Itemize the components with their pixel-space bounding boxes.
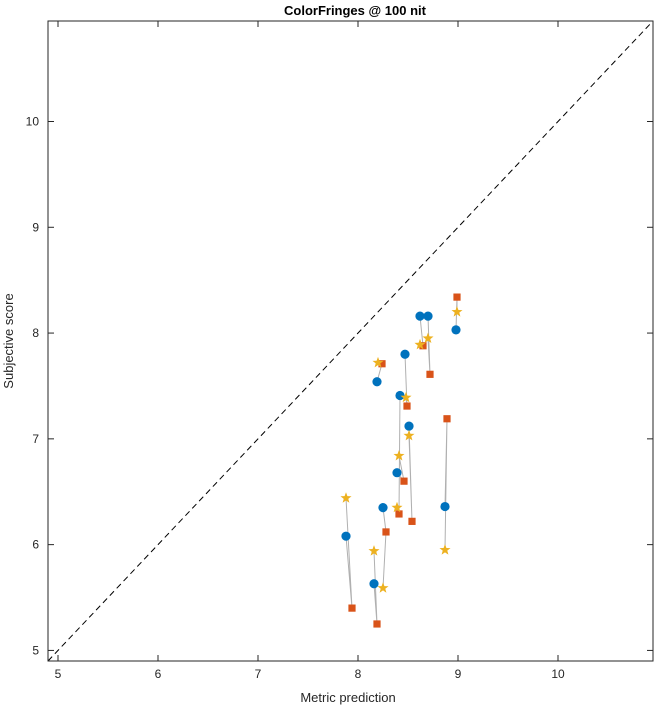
circle-marker <box>369 579 379 589</box>
circle-marker <box>423 311 433 321</box>
square-marker <box>400 477 408 485</box>
circle-marker <box>392 468 402 478</box>
square-marker <box>408 517 416 525</box>
star-marker <box>439 544 451 555</box>
star-marker <box>377 582 389 593</box>
x-tick-label: 10 <box>551 667 565 681</box>
circle-marker <box>404 421 414 431</box>
square-marker <box>395 510 403 518</box>
star-marker <box>414 338 426 350</box>
square-marker <box>382 528 390 536</box>
x-tick-label: 9 <box>455 667 462 681</box>
circle-marker <box>451 325 461 335</box>
x-axis-label: Metric prediction <box>300 690 395 705</box>
star-marker <box>451 306 463 317</box>
square-marker <box>426 370 434 378</box>
y-tick-label: 6 <box>32 538 39 552</box>
square-marker <box>453 293 461 301</box>
y-tick-label: 10 <box>26 114 40 128</box>
star-marker <box>368 545 380 556</box>
star-marker <box>391 501 403 513</box>
y-tick-label: 9 <box>32 220 39 234</box>
plot-area <box>47 20 654 662</box>
y-axis-label: Subjective score <box>1 293 16 388</box>
circle-marker <box>378 503 388 513</box>
x-tick-label: 5 <box>55 667 62 681</box>
chart-title: ColorFringes @ 100 nit <box>284 3 427 18</box>
circle-marker <box>400 349 410 359</box>
star-marker <box>403 429 415 441</box>
square-marker <box>378 360 386 368</box>
x-tick-label: 8 <box>355 667 362 681</box>
square-marker <box>443 415 451 423</box>
data-markers <box>340 293 463 628</box>
x-tick-label: 7 <box>255 667 262 681</box>
square-marker <box>403 402 411 410</box>
star-marker <box>393 449 405 461</box>
square-marker <box>373 620 381 628</box>
y-tick-label: 7 <box>32 432 39 446</box>
square-marker <box>348 604 356 612</box>
star-marker <box>372 356 384 368</box>
star-marker <box>340 492 352 503</box>
star-marker <box>400 391 412 403</box>
square-marker <box>419 342 427 350</box>
circle-marker <box>372 377 382 387</box>
circle-marker <box>341 531 351 541</box>
diagonal-reference-line <box>47 20 654 662</box>
plot-frame <box>47 20 654 662</box>
circle-marker <box>395 390 405 401</box>
circle-marker <box>415 311 425 321</box>
star-marker <box>422 332 434 344</box>
circle-marker <box>440 501 450 512</box>
y-tick-label: 8 <box>32 326 39 340</box>
x-tick-label: 6 <box>155 667 162 681</box>
y-axis-ticks: 5 6 7 8 9 10 <box>26 114 653 657</box>
y-tick-label: 5 <box>32 643 39 657</box>
x-axis-ticks: 5 6 7 8 9 10 <box>55 21 565 681</box>
